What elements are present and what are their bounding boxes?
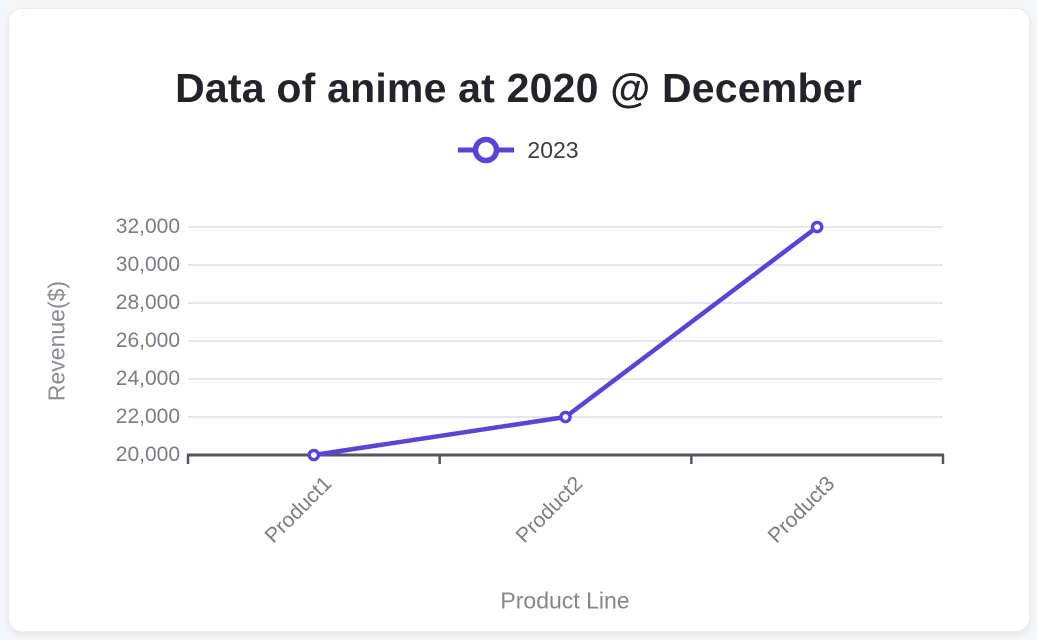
chart-card [8,8,1030,632]
chart-title: Data of anime at 2020 @ December [175,65,862,112]
x-axis-title: Product Line [500,587,630,614]
y-tick-label: 26,000 [115,329,180,352]
y-tick-label: 24,000 [115,367,180,390]
y-tick-label: 22,000 [115,405,180,428]
y-tick-label: 28,000 [115,291,180,314]
y-tick-label: 20,000 [115,443,180,466]
y-tick-label: 32,000 [115,215,180,238]
legend-item-2023[interactable]: 2023 [458,136,579,164]
y-tick-label: 30,000 [115,253,180,276]
legend: 2023 [0,136,1037,164]
legend-label: 2023 [527,136,579,163]
legend-marker-icon [458,136,515,164]
